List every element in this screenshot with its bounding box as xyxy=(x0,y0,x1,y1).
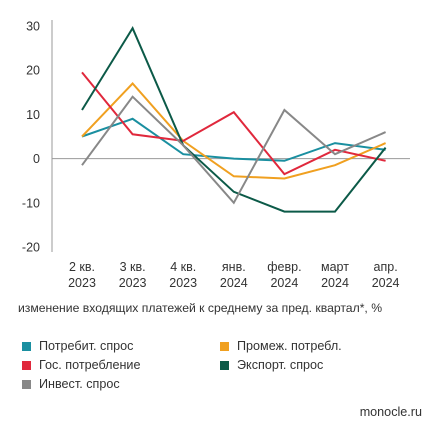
legend-swatch xyxy=(22,360,31,370)
legend-swatch xyxy=(220,341,229,351)
x-tick-label: 2024 xyxy=(372,276,400,290)
y-tick-label: 10 xyxy=(26,108,40,122)
x-tick-label: февр. xyxy=(267,260,301,274)
x-tick-label: 4 кв. xyxy=(170,260,196,274)
x-axis: 2 кв. 2023 3 кв. 2023 4 кв. 2023 янв. 2024 февр.… xyxy=(68,260,399,290)
series-line-1 xyxy=(81,82,387,180)
series-line-4 xyxy=(81,95,387,205)
legend-label: Промеж. потребл. xyxy=(237,339,342,353)
x-tick-label: 2024 xyxy=(321,276,349,290)
source-label: monocle.ru xyxy=(359,405,422,419)
legend-item: Гос. потребление xyxy=(22,358,140,372)
x-tick-label: 2023 xyxy=(169,276,197,290)
x-tick-label: 2023 xyxy=(68,276,96,290)
line-chart: 30 20 10 0 -10 -20 2 кв. 2023 3 кв. 2023 4 кв. 202… xyxy=(22,20,410,290)
y-tick-label: 30 xyxy=(26,20,40,34)
legend-label: Потребит. спрос xyxy=(39,339,134,353)
legend-item: Потребит. спрос xyxy=(22,339,133,353)
legend-item: Экспорт. спрос xyxy=(220,358,323,372)
y-tick-label: -20 xyxy=(22,241,40,255)
x-tick-label: апр. xyxy=(374,260,398,274)
legend-swatch xyxy=(220,360,229,370)
series-line-2 xyxy=(81,71,386,176)
x-tick-label: 3 кв. xyxy=(120,260,146,274)
y-tick-label: -10 xyxy=(22,196,40,210)
series-line-3 xyxy=(81,26,387,213)
legend: Потребит. спрос Промеж. потребл. Гос. потр… xyxy=(22,339,422,399)
legend-item: Промеж. потребл. xyxy=(220,339,342,353)
x-tick-label: 2023 xyxy=(119,276,147,290)
x-tick-label: 2 кв. xyxy=(69,260,95,274)
x-tick-label: 2024 xyxy=(220,276,248,290)
x-tick-label: янв. xyxy=(222,260,246,274)
series-line-0 xyxy=(81,117,386,162)
series-lines xyxy=(81,26,387,213)
x-tick-label: 2024 xyxy=(270,276,298,290)
legend-label: Инвест. спрос xyxy=(39,377,120,391)
y-tick-label: 20 xyxy=(26,64,40,78)
legend-swatch xyxy=(22,379,31,389)
x-tick-label: март xyxy=(321,260,349,274)
legend-label: Гос. потребление xyxy=(39,358,141,372)
x-axis-caption: изменение входящих платежей к среднему з… xyxy=(18,301,383,315)
legend-label: Экспорт. спрос xyxy=(237,358,324,372)
legend-item: Инвест. спрос xyxy=(22,377,120,391)
legend-swatch xyxy=(22,341,31,351)
y-tick-label: 0 xyxy=(33,152,40,166)
y-axis: 30 20 10 0 -10 -20 xyxy=(22,20,410,255)
